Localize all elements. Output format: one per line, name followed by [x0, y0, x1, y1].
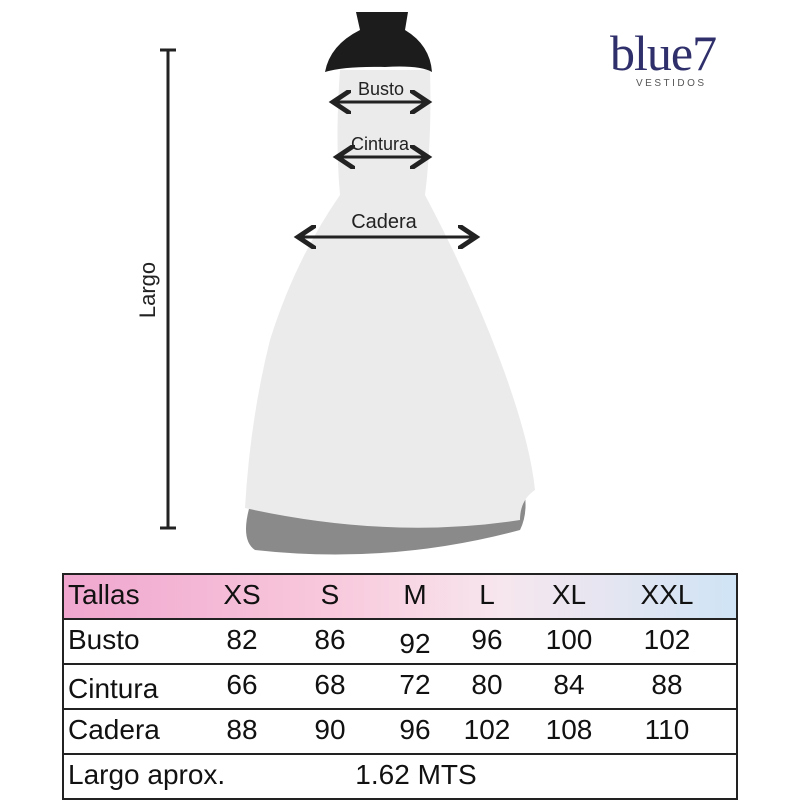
cell: 108 — [545, 714, 593, 745]
busto-label: Busto — [357, 79, 405, 99]
size-header: XXL — [640, 579, 694, 610]
cell: 96 — [399, 714, 431, 745]
size-header: XL — [551, 579, 587, 610]
cell: 72 — [399, 669, 431, 700]
table-row: Busto 82 86 92 96 100 102 — [62, 618, 738, 665]
size-table: Tallas XS S M L XL XXL Busto 82 86 92 96… — [62, 573, 738, 800]
table-row: Cadera 88 90 96 102 108 110 — [62, 708, 738, 755]
row-label: Busto — [68, 624, 140, 655]
size-header: S — [320, 579, 340, 610]
cell: 80 — [471, 669, 503, 700]
largo-label: Largo — [135, 261, 160, 319]
cell: 102 — [643, 624, 691, 655]
cell: 82 — [226, 624, 258, 655]
cell: 92 — [399, 628, 431, 659]
dress-illustration — [160, 12, 535, 555]
header-label: Tallas — [68, 579, 140, 610]
dress-skirt — [245, 70, 535, 528]
cell: 68 — [314, 669, 346, 700]
largo-aprox-value: 1.62 MTS — [355, 759, 477, 790]
cell: 90 — [314, 714, 346, 745]
cell: 88 — [226, 714, 258, 745]
cell: 110 — [644, 714, 690, 745]
largo-aprox-label: Largo aprox. — [68, 759, 226, 790]
table-header-row: Tallas XS S M L XL XXL — [62, 573, 738, 620]
brand-logo: blue7 VESTIDOS — [610, 25, 717, 89]
row-label: Cintura — [68, 673, 159, 704]
row-label: Cadera — [68, 714, 160, 745]
table-footer-row: Largo aprox. 1.62 MTS — [62, 753, 738, 800]
cadera-label: Cadera — [351, 211, 417, 233]
cell: 88 — [651, 669, 683, 700]
cell: 86 — [314, 624, 346, 655]
size-header: M — [403, 579, 427, 610]
cell: 100 — [545, 624, 593, 655]
size-header: XS — [223, 579, 261, 610]
mannequin-head — [325, 12, 432, 72]
cell: 66 — [226, 669, 258, 700]
table-row: Cintura 66 68 72 80 84 88 — [62, 663, 738, 710]
cintura-label: Cintura — [350, 134, 410, 154]
cell: 96 — [471, 624, 503, 655]
size-header: L — [479, 579, 495, 610]
cell: 84 — [553, 669, 585, 700]
cell: 102 — [463, 714, 511, 745]
